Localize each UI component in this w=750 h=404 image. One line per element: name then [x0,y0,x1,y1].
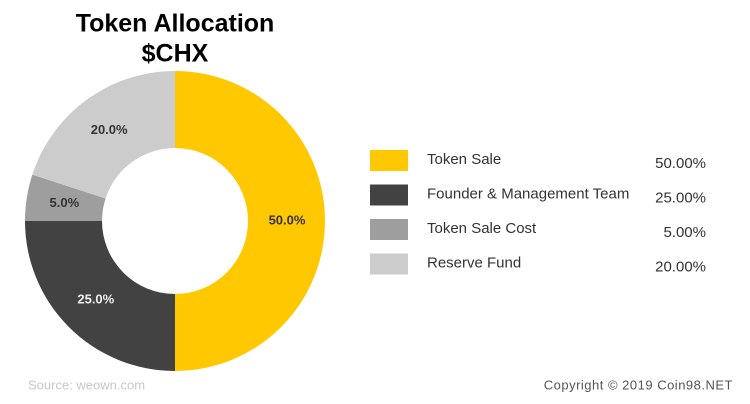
copyright: Copyright © 2019 Coin98.NET [544,377,733,392]
legend-label: Reserve Fund [427,254,521,271]
legend-value: 5.00% [663,224,706,241]
legend-value: 20.00% [655,258,706,275]
legend-label: Token Sale Cost [427,220,537,237]
data-label: 50.0% [269,212,306,227]
donut-slice [25,221,175,371]
chart-subtitle: $CHX [142,40,209,68]
legend-label: Founder & Management Team [427,185,629,202]
data-label: 20.0% [91,122,128,137]
legend-value: 25.00% [655,189,706,206]
legend-label: Token Sale [427,151,501,168]
chart-title: Token Allocation [76,10,275,38]
data-label: 5.0% [50,195,80,210]
legend-swatch [370,184,408,206]
legend-swatch [370,253,408,275]
donut-slice [32,71,175,199]
legend-value: 50.00% [655,155,706,172]
data-label: 25.0% [77,292,114,307]
legend-swatch [370,150,408,171]
legend-swatch [370,219,408,240]
donut-slice [175,71,325,371]
donut-slice [25,174,106,221]
source: Source: weown.com [28,377,145,392]
